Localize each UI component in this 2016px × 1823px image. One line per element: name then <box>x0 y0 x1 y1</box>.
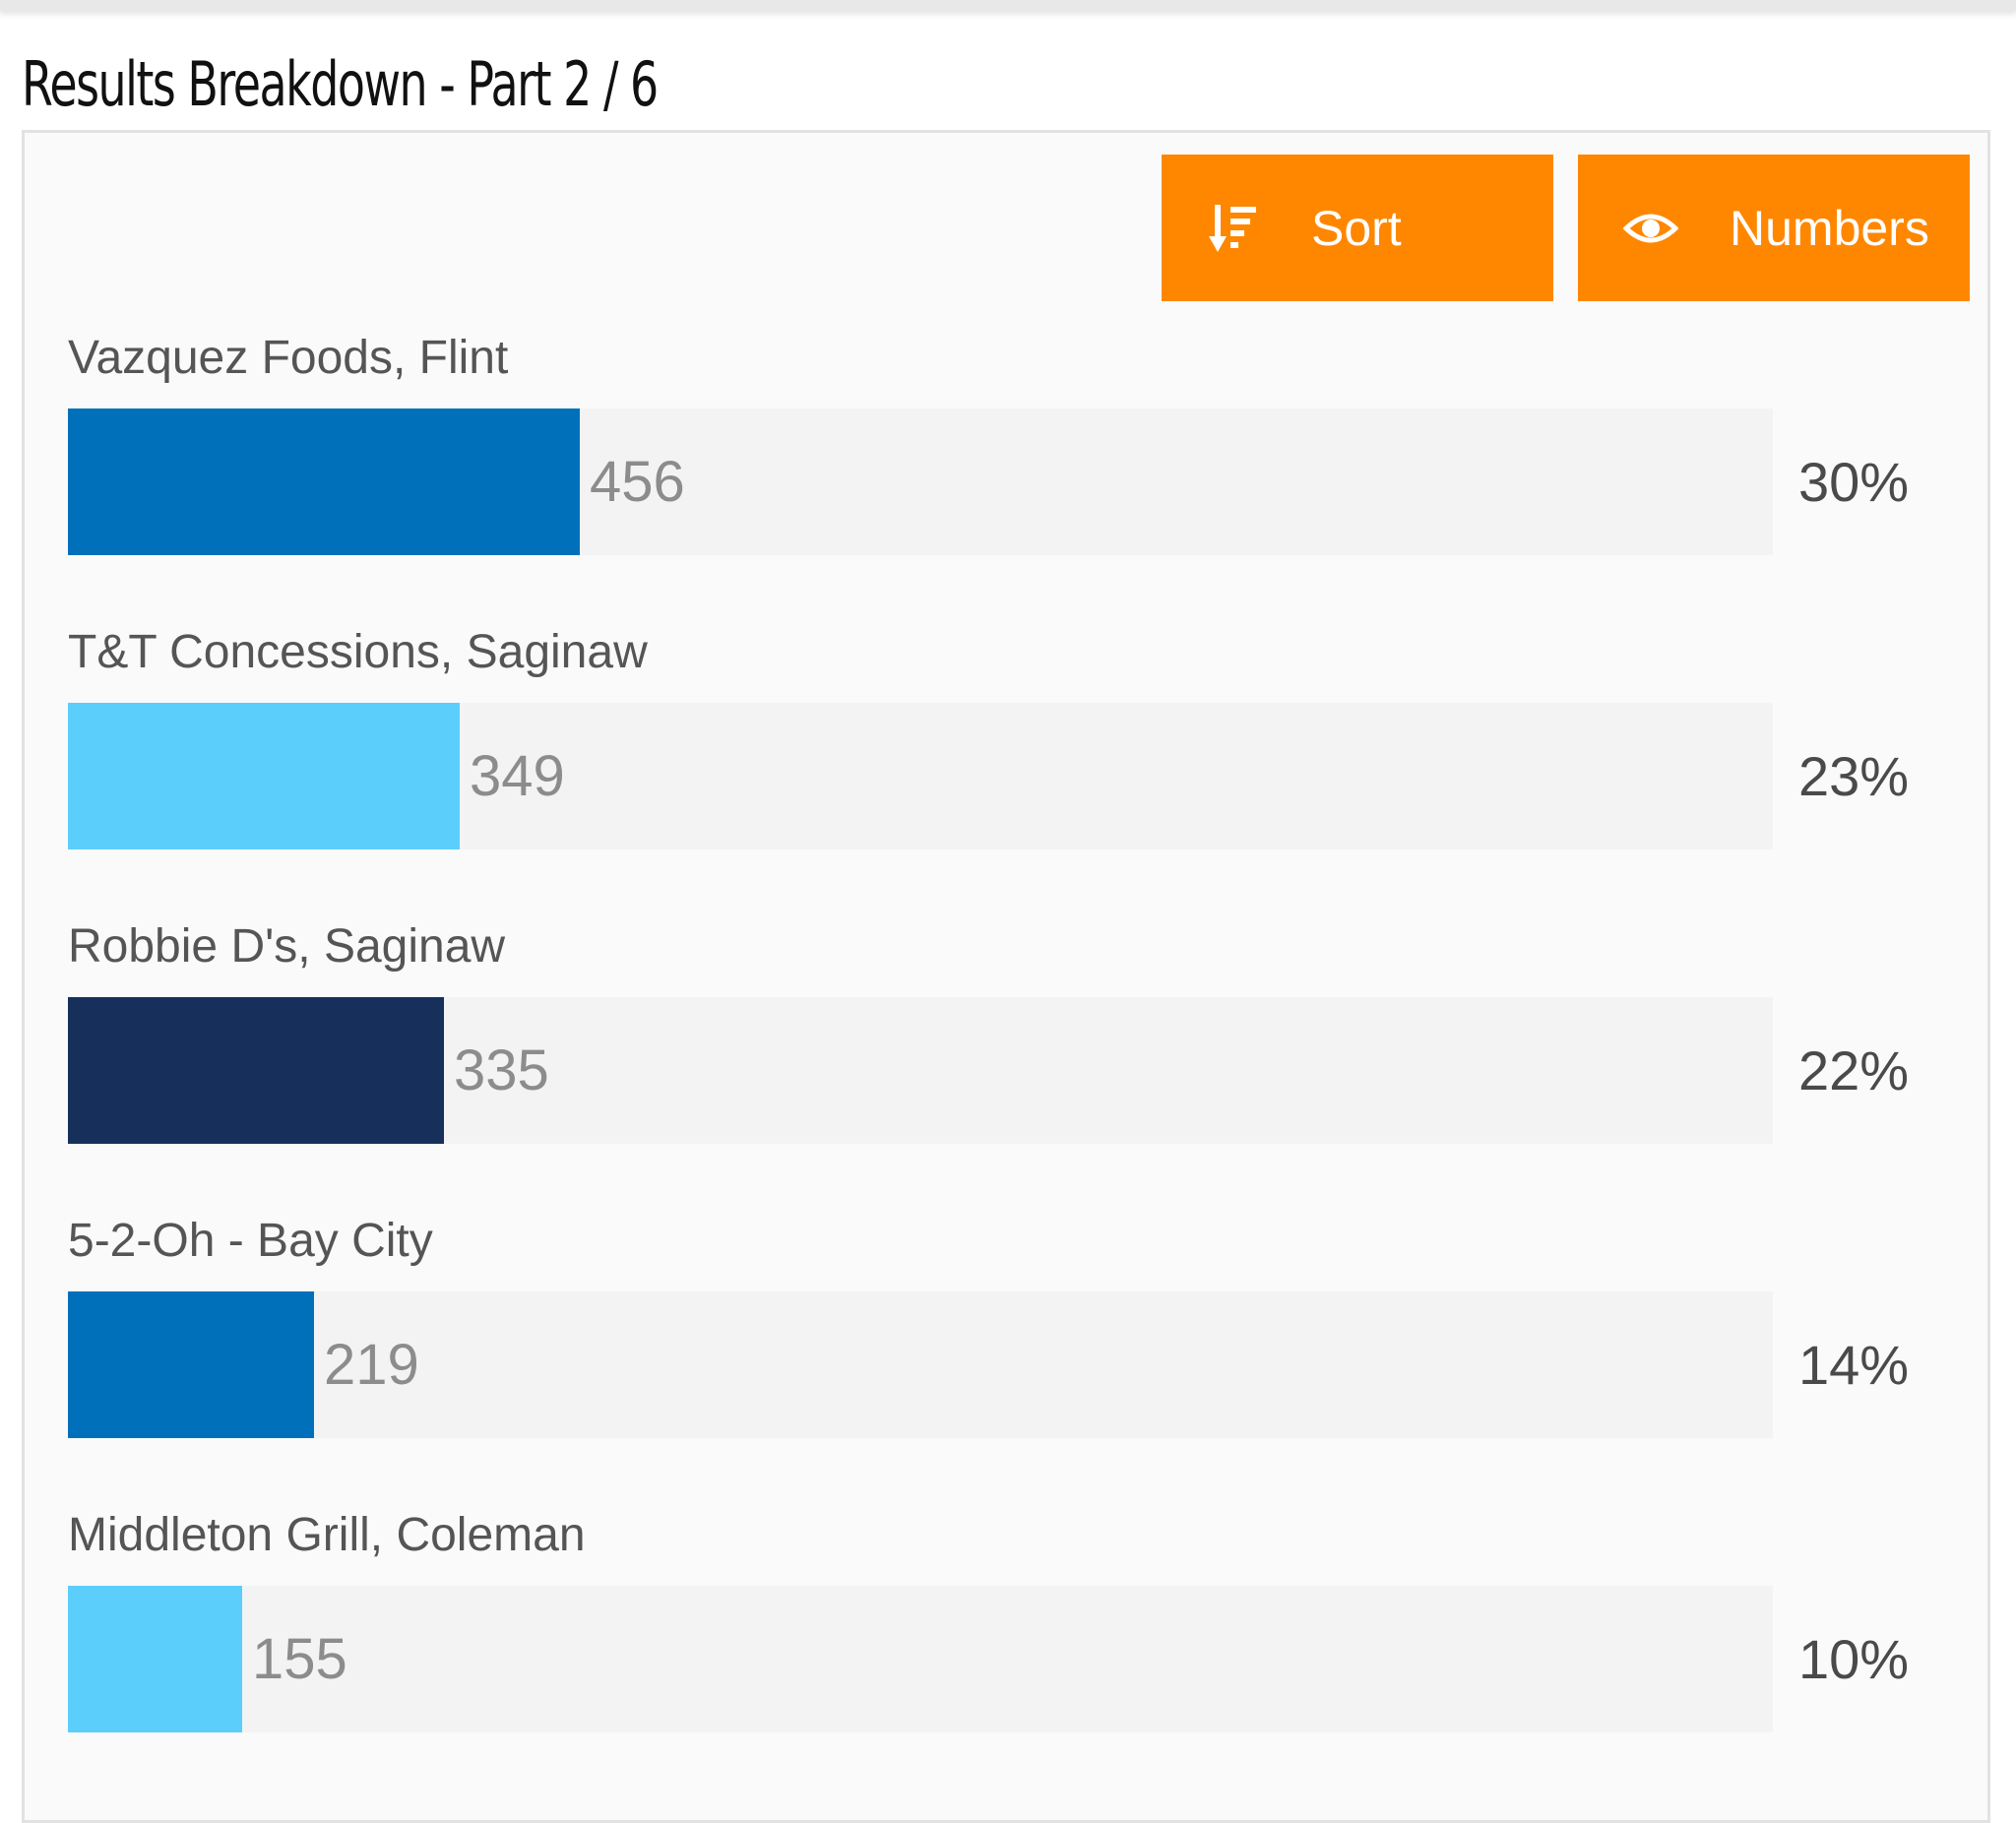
top-toolbar-strip <box>0 0 2016 12</box>
bar <box>68 703 460 849</box>
sort-button[interactable]: Sort <box>1162 155 1553 301</box>
bar-category-label: Vazquez Foods, Flint <box>68 332 509 384</box>
bar <box>68 1291 314 1438</box>
sort-button-label: Sort <box>1311 200 1402 256</box>
bar-value-label: 155 <box>252 1627 347 1691</box>
eye-icon <box>1623 201 1678 256</box>
bar-track: 349 <box>68 703 1773 849</box>
bar <box>68 997 444 1144</box>
numbers-toggle-button[interactable]: Numbers <box>1578 155 1970 301</box>
bar-value-label: 335 <box>454 1038 549 1102</box>
bar-percent-label: 22% <box>1798 1039 1910 1101</box>
bar-category-label: T&T Concessions, Saginaw <box>68 626 648 678</box>
bar-percent-label: 23% <box>1798 745 1910 807</box>
bar-percent-label: 14% <box>1798 1334 1910 1396</box>
bar-value-label: 456 <box>590 450 685 514</box>
bar-value-label: 349 <box>470 744 565 808</box>
bar-track: 155 <box>68 1586 1773 1732</box>
bar-percent-label: 30% <box>1798 451 1910 513</box>
numbers-button-label: Numbers <box>1730 200 1929 256</box>
bar-track: 335 <box>68 997 1773 1144</box>
bar-track: 456 <box>68 409 1773 555</box>
bar-percent-label: 10% <box>1798 1628 1910 1690</box>
bar-category-label: 5-2-Oh - Bay City <box>68 1215 433 1267</box>
bar-value-label: 219 <box>324 1333 419 1397</box>
bar <box>68 1586 242 1732</box>
bar <box>68 409 580 555</box>
bar-category-label: Robbie D's, Saginaw <box>68 920 506 973</box>
bar-track: 219 <box>68 1291 1773 1438</box>
page-title: Results Breakdown - Part 2 / 6 <box>22 48 659 120</box>
bar-category-label: Middleton Grill, Coleman <box>68 1509 586 1561</box>
sort-descending-icon <box>1209 201 1264 256</box>
